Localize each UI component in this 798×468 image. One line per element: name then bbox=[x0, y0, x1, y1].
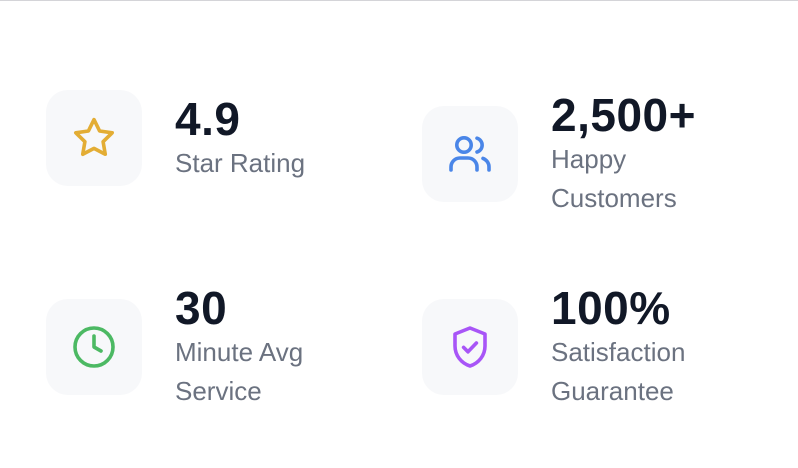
stat-value: 30 bbox=[175, 282, 228, 334]
icon-box bbox=[422, 106, 518, 202]
stat: 100% Satisfaction Guarantee bbox=[422, 283, 731, 411]
stat-label: Minute Avg Service bbox=[175, 337, 304, 406]
icon-box bbox=[46, 90, 142, 186]
stat-label: Star Rating bbox=[175, 147, 306, 178]
icon-box bbox=[46, 299, 142, 395]
stat-text: 30 Minute Avg Service bbox=[175, 283, 355, 411]
stat-value: 4.9 bbox=[175, 92, 241, 145]
stat: 30 Minute Avg Service bbox=[46, 283, 355, 411]
icon-box bbox=[422, 299, 518, 395]
stat: 2,500+ Happy Customers bbox=[422, 90, 731, 218]
stat-label: Satisfaction Guarantee bbox=[551, 337, 686, 406]
stat-text: 2,500+ Happy Customers bbox=[551, 90, 731, 218]
stat-text: 100% Satisfaction Guarantee bbox=[551, 283, 731, 411]
clock-icon bbox=[73, 326, 115, 368]
star-icon bbox=[74, 117, 114, 157]
stat-value: 100% bbox=[551, 282, 671, 334]
stat-value: 2,500+ bbox=[551, 89, 696, 141]
stat-label: Happy Customers bbox=[551, 144, 677, 213]
stat-text: 4.9 Star Rating bbox=[175, 94, 355, 183]
stat: 4.9 Star Rating bbox=[46, 90, 355, 186]
users-icon bbox=[449, 136, 491, 172]
shield-icon bbox=[453, 326, 487, 368]
